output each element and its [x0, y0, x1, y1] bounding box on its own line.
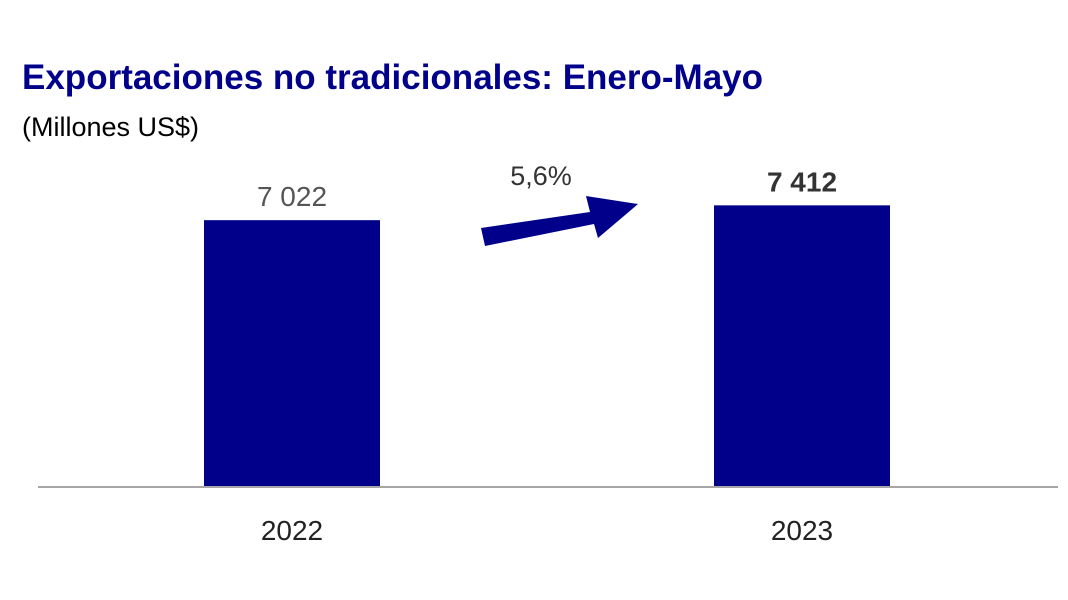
bar-2023 [714, 205, 890, 487]
labels-layer: 7 022 2022 7 412 2023 [257, 166, 837, 546]
x-tick-label-2023: 2023 [771, 515, 833, 546]
chart-title: Exportaciones no tradicionales: Enero-Ma… [22, 58, 763, 97]
value-label-2022: 7 022 [257, 181, 327, 212]
bars-layer [204, 205, 890, 487]
x-tick-label-2022: 2022 [261, 515, 323, 546]
growth-annotation-group: 5,6% [481, 161, 638, 246]
value-label-2023: 7 412 [767, 166, 837, 197]
growth-percentage-label: 5,6% [510, 161, 572, 191]
bar-2022 [204, 220, 380, 487]
chart-subtitle: (Millones US$) [22, 112, 200, 142]
growth-arrow-icon [481, 196, 638, 246]
